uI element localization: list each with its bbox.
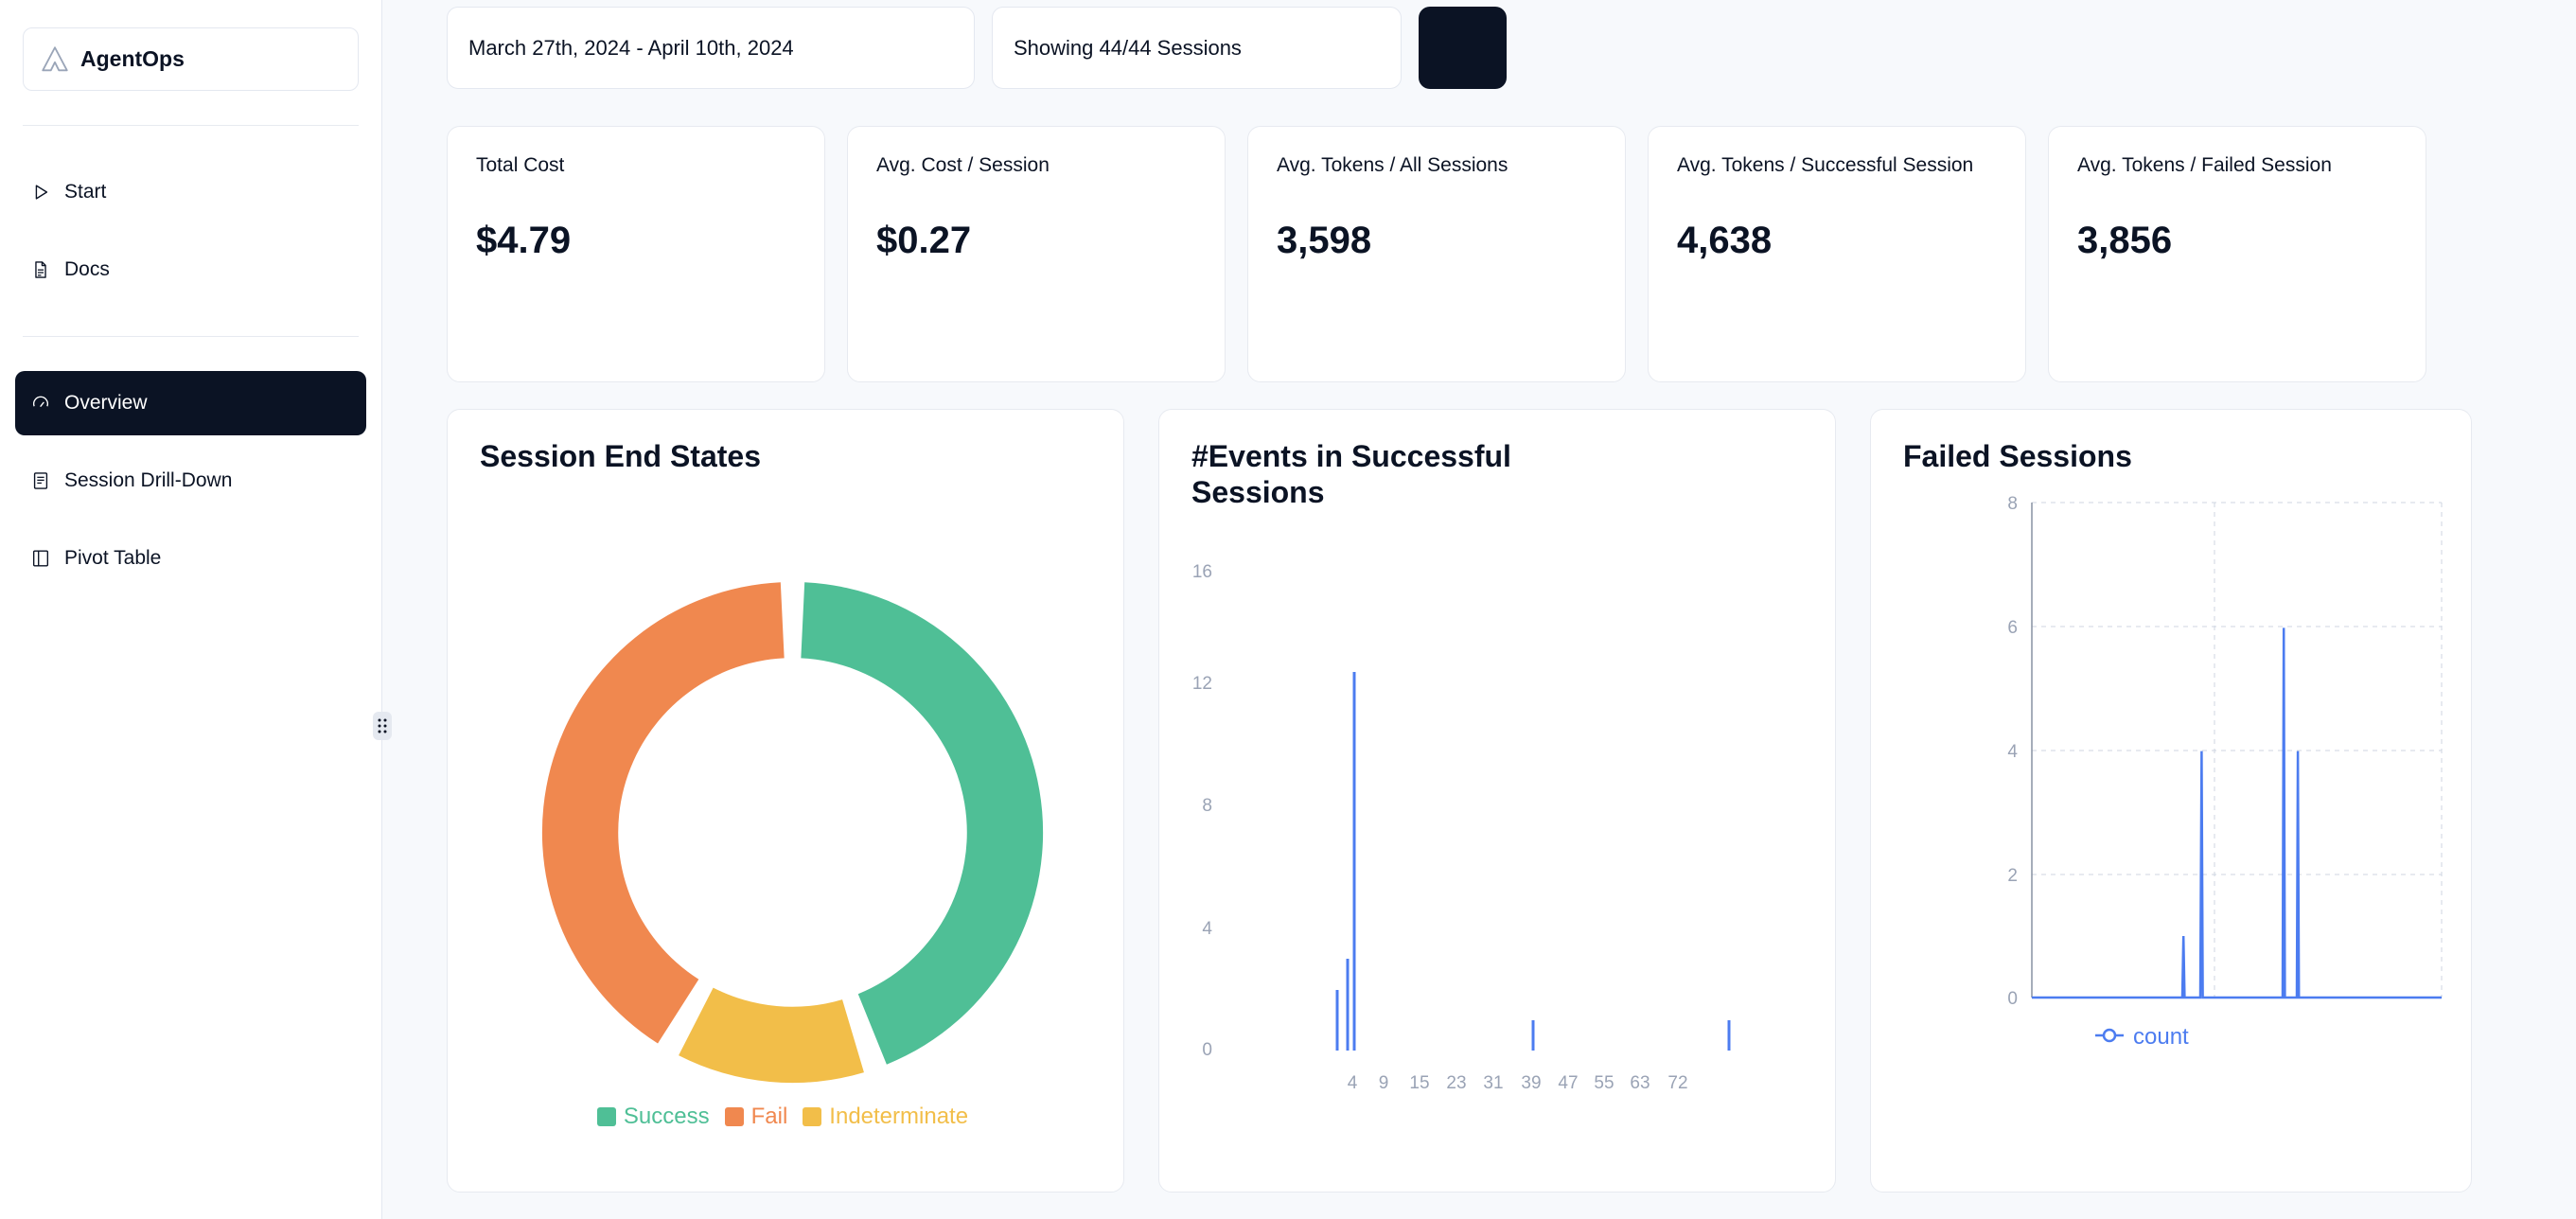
svg-text:0: 0 <box>1202 1040 1212 1060</box>
svg-text:47: 47 <box>1558 1073 1578 1093</box>
svg-text:count: count <box>2133 1024 2189 1050</box>
svg-text:2: 2 <box>2007 866 2018 886</box>
svg-text:15: 15 <box>1409 1073 1429 1093</box>
svg-text:12: 12 <box>1192 674 1212 694</box>
svg-text:55: 55 <box>1594 1073 1614 1093</box>
svg-text:72: 72 <box>1667 1073 1687 1093</box>
svg-text:4: 4 <box>2007 742 2018 762</box>
svg-text:63: 63 <box>1630 1073 1650 1093</box>
svg-text:4: 4 <box>1348 1073 1358 1093</box>
svg-text:9: 9 <box>1379 1073 1389 1093</box>
svg-text:6: 6 <box>2007 618 2018 638</box>
svg-text:23: 23 <box>1446 1073 1466 1093</box>
svg-text:31: 31 <box>1483 1073 1503 1093</box>
svg-text:16: 16 <box>1192 562 1212 582</box>
svg-text:4: 4 <box>1202 919 1212 939</box>
svg-text:39: 39 <box>1521 1073 1541 1093</box>
svg-text:8: 8 <box>2007 494 2018 514</box>
svg-text:0: 0 <box>2007 989 2018 1009</box>
svg-text:8: 8 <box>1202 796 1212 816</box>
